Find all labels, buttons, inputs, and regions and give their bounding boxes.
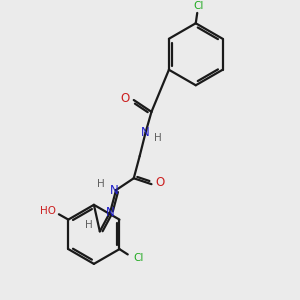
Text: Cl: Cl	[193, 1, 203, 11]
Text: H: H	[85, 220, 92, 230]
Text: N: N	[110, 184, 119, 196]
Text: H: H	[154, 133, 162, 143]
Text: H: H	[98, 178, 105, 189]
Text: Cl: Cl	[134, 253, 144, 263]
Text: O: O	[121, 92, 130, 105]
Text: N: N	[106, 206, 115, 219]
Text: HO: HO	[40, 206, 56, 216]
Text: N: N	[141, 126, 150, 139]
Text: O: O	[155, 176, 164, 189]
